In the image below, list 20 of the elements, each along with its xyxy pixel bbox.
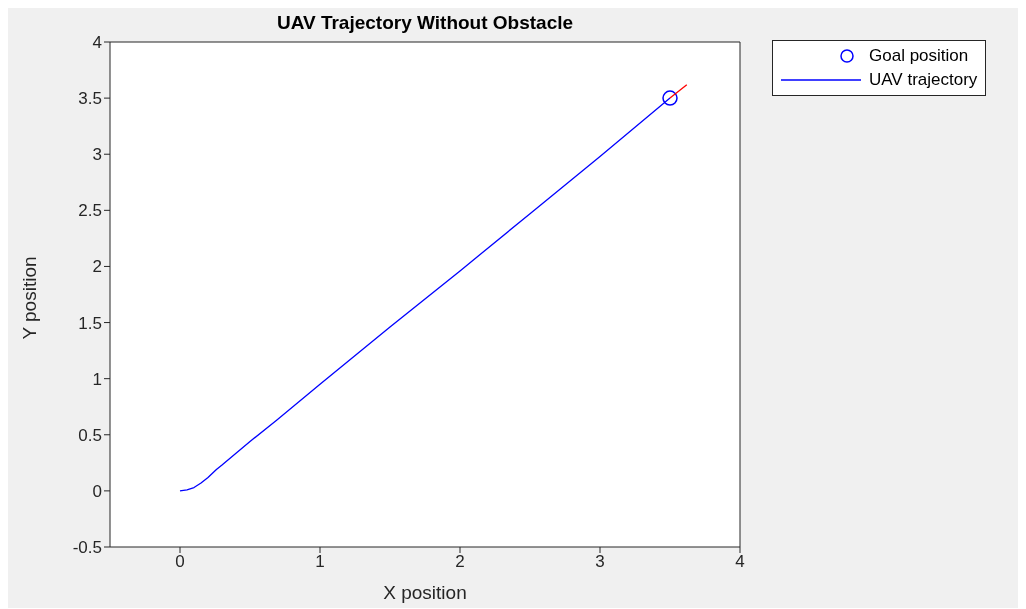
y-tick-label: 1 bbox=[92, 369, 102, 389]
y-tick-label: 0 bbox=[92, 481, 102, 501]
legend-label: Goal position bbox=[869, 46, 969, 66]
x-tick-label: 2 bbox=[455, 552, 465, 572]
x-tick-label: 4 bbox=[735, 552, 745, 572]
y-tick-label: 4 bbox=[92, 33, 102, 53]
y-axis-title: Y position bbox=[19, 256, 41, 340]
chart-title: UAV Trajectory Without Obstacle bbox=[275, 12, 575, 34]
y-tick-label: 0.5 bbox=[78, 425, 102, 445]
y-tick-label: 3.5 bbox=[78, 89, 102, 109]
x-tick-label: 3 bbox=[595, 552, 605, 572]
x-tick-label: 1 bbox=[315, 552, 325, 572]
x-tick-label: 0 bbox=[175, 552, 185, 572]
x-axis-title: X position bbox=[382, 582, 468, 604]
y-tick-label: 1.5 bbox=[78, 313, 102, 333]
y-tick-label: 3 bbox=[92, 145, 102, 165]
y-tick-label: 2 bbox=[92, 257, 102, 277]
legend-label: UAV trajectory bbox=[869, 70, 978, 90]
y-tick-label: 2.5 bbox=[78, 201, 102, 221]
y-tick-label: -0.5 bbox=[72, 538, 102, 558]
